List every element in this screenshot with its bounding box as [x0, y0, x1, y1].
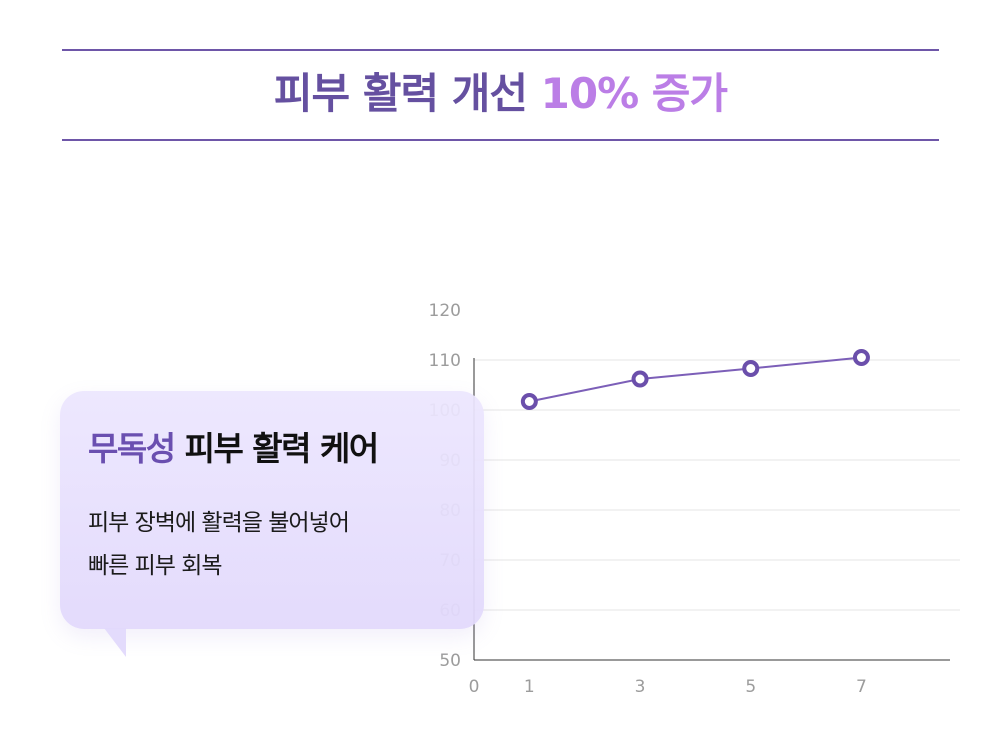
y-tick-label-110: 110: [429, 351, 461, 371]
series-line-0: [529, 356, 862, 403]
callout-desc-line-1: 피부 장벽에 활력을 불어넣어: [88, 510, 350, 536]
callout-title-highlight: 무독성: [88, 429, 176, 468]
x-tick-label-1: 1: [524, 677, 535, 697]
x-tick-label-5: 5: [745, 677, 756, 697]
headline-main: 피부 활력 개선: [273, 69, 528, 118]
header-bottom-rule: [62, 139, 939, 141]
callout-bubble: 무독성 피부 활력 케어 피부 장벽에 활력을 불어넣어 빠른 피부 회복: [60, 391, 484, 629]
callout-title-rest: 피부 활력 케어: [184, 429, 380, 468]
callout-title: 무독성 피부 활력 케어: [88, 427, 380, 471]
headline-accent: 10% 증가: [540, 69, 728, 118]
data-point-0-0: [520, 393, 538, 410]
x-tick-label-3: 3: [635, 677, 646, 697]
callout-description: 피부 장벽에 활력을 불어넣어 빠른 피부 회복: [88, 502, 350, 588]
y-tick-label-50: 50: [439, 651, 461, 671]
data-point-0-3: [852, 349, 870, 366]
y-tick-label-120: 120: [429, 301, 461, 321]
x-tick-label-0: 0: [469, 677, 480, 697]
header-top-rule: [62, 49, 939, 51]
data-point-0-1: [631, 370, 649, 388]
x-tick-label-7: 7: [856, 677, 867, 697]
headline: 피부 활력 개선 10% 증가: [62, 66, 939, 122]
callout-bubble-tail: [104, 628, 126, 657]
data-point-0-2: [742, 360, 760, 377]
callout-desc-line-2: 빠른 피부 회복: [88, 553, 223, 579]
